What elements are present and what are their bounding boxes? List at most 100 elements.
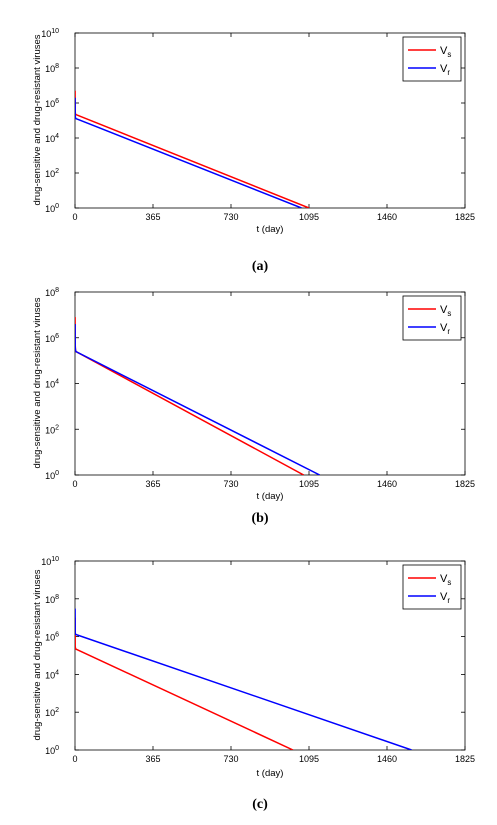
y-tick-base: 10 <box>45 746 55 756</box>
legend-label: Vs <box>440 304 451 318</box>
y-tick-base: 10 <box>45 204 55 214</box>
y-tick-exponent: 4 <box>55 133 59 140</box>
x-tick-label: 1460 <box>377 212 397 222</box>
y-tick-exponent: 2 <box>55 168 59 175</box>
y-tick-exponent: 2 <box>55 424 59 431</box>
legend-label: Vr <box>440 322 450 336</box>
y-tick-label: 100 <box>45 470 59 481</box>
y-tick-label: 106 <box>45 632 59 643</box>
y-axis-label: drug-sensitive and drug-resistant viruse… <box>32 34 43 205</box>
legend-label-subscript: s <box>447 578 451 587</box>
y-tick-label: 108 <box>45 63 59 74</box>
y-tick-label: 106 <box>45 98 59 109</box>
panel-caption: (a) <box>252 259 269 274</box>
y-tick-base: 10 <box>45 425 55 435</box>
x-axis-label: t (day) <box>257 224 284 235</box>
x-tick-label: 365 <box>145 479 160 489</box>
y-tick-label: 1010 <box>41 556 59 567</box>
y-tick-exponent: 4 <box>55 669 59 676</box>
y-tick-exponent: 8 <box>55 594 59 601</box>
y-tick-label: 102 <box>45 168 59 179</box>
x-tick-label: 0 <box>72 212 77 222</box>
y-tick-base: 10 <box>45 64 55 74</box>
x-tick-label: 1825 <box>455 479 475 489</box>
y-tick-base: 10 <box>45 633 55 643</box>
legend-label-subscript: r <box>447 68 450 77</box>
y-tick-exponent: 0 <box>55 470 59 477</box>
x-axis-label: t (day) <box>257 768 284 779</box>
x-tick-label: 1095 <box>299 754 319 764</box>
legend-label-main: V <box>440 45 448 57</box>
y-tick-base: 10 <box>45 99 55 109</box>
legend-label-subscript: s <box>447 309 451 318</box>
y-tick-exponent: 8 <box>55 287 59 294</box>
x-tick-label: 730 <box>223 212 238 222</box>
y-tick-label: 102 <box>45 707 59 718</box>
x-tick-label: 365 <box>145 754 160 764</box>
legend-label: Vs <box>440 573 451 587</box>
chart-panel-3: 0 365 730 1095 1460 18251001021041061081010dr… <box>32 556 475 812</box>
y-tick-label: 102 <box>45 424 59 435</box>
y-tick-label: 100 <box>45 203 59 214</box>
legend-box <box>402 564 462 610</box>
y-tick-base: 10 <box>45 134 55 144</box>
x-tick-label: 0 <box>72 479 77 489</box>
y-axis-label: drug-sensitive and drug-resistant viruse… <box>32 297 43 468</box>
legend-label-main: V <box>440 304 448 316</box>
legend-label: Vr <box>440 63 450 77</box>
legend-label: Vr <box>440 591 450 605</box>
chart-panel-1: 0 365 730 1095 1460 18251001021041061081010dr… <box>32 28 475 274</box>
x-tick-label: 730 <box>223 754 238 764</box>
y-tick-base: 10 <box>45 708 55 718</box>
panel-caption: (b) <box>251 511 268 526</box>
x-tick-label: 1460 <box>377 479 397 489</box>
series-line-Vr <box>75 97 302 208</box>
y-tick-exponent: 4 <box>55 379 59 386</box>
y-tick-base: 10 <box>41 557 51 567</box>
panel-caption: (c) <box>252 797 268 812</box>
legend-label-subscript: r <box>447 596 450 605</box>
legend-label-main: V <box>440 591 448 603</box>
y-tick-label: 108 <box>45 594 59 605</box>
x-tick-label: 1095 <box>299 212 319 222</box>
y-tick-label: 104 <box>45 133 59 144</box>
plot-area <box>74 560 466 751</box>
legend-box <box>402 295 462 341</box>
y-tick-label: 1010 <box>41 28 59 39</box>
y-tick-exponent: 6 <box>55 333 59 340</box>
y-tick-exponent: 10 <box>51 28 59 35</box>
y-tick-label: 104 <box>45 669 59 680</box>
y-tick-base: 10 <box>45 380 55 390</box>
y-tick-exponent: 0 <box>55 203 59 210</box>
legend-box <box>402 36 462 82</box>
y-tick-exponent: 10 <box>51 556 59 563</box>
y-tick-exponent: 6 <box>55 98 59 105</box>
plot-area <box>74 32 466 209</box>
y-tick-exponent: 6 <box>55 632 59 639</box>
y-tick-label: 108 <box>45 287 59 298</box>
y-tick-label: 106 <box>45 333 59 344</box>
x-tick-label: 730 <box>223 479 238 489</box>
x-tick-label: 1825 <box>455 212 475 222</box>
y-tick-base: 10 <box>45 334 55 344</box>
chart-panel-2: 0 365 730 1095 1460 1825100102104106108drug-s… <box>32 287 475 526</box>
y-tick-base: 10 <box>41 29 51 39</box>
x-tick-label: 365 <box>145 212 160 222</box>
y-tick-label: 104 <box>45 379 59 390</box>
legend-label-subscript: s <box>447 50 451 59</box>
x-tick-label: 1460 <box>377 754 397 764</box>
y-tick-base: 10 <box>45 595 55 605</box>
y-axis-label: drug-sensitive and drug-resistant viruse… <box>32 569 43 740</box>
legend-label-main: V <box>440 322 448 334</box>
x-tick-label: 1095 <box>299 479 319 489</box>
legend-label: Vs <box>440 45 451 59</box>
series-line-Vr <box>75 608 412 750</box>
legend-label-main: V <box>440 573 448 585</box>
x-tick-label: 1825 <box>455 754 475 764</box>
legend-label-subscript: r <box>447 327 450 336</box>
y-tick-exponent: 0 <box>55 745 59 752</box>
x-tick-label: 0 <box>72 754 77 764</box>
